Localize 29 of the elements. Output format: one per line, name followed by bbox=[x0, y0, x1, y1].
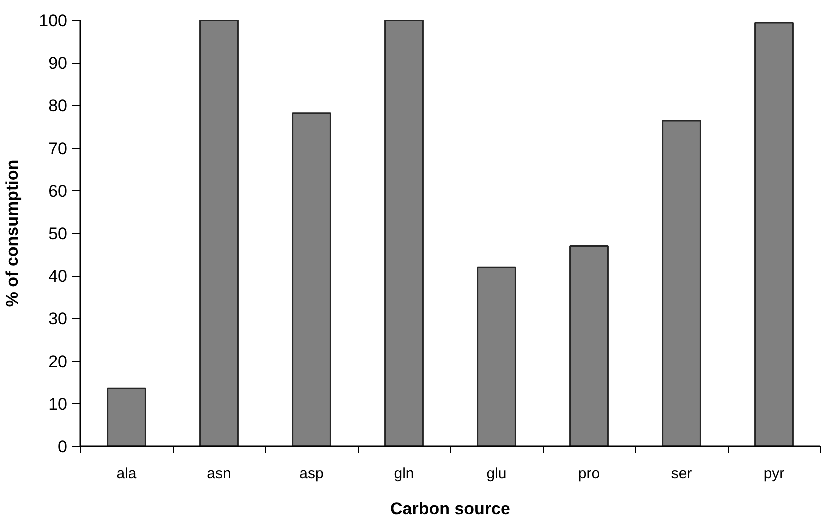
bar bbox=[477, 266, 516, 446]
y-tick-label: 30 bbox=[48, 310, 68, 329]
x-tick-label: pyr bbox=[764, 466, 785, 482]
y-tick-label: 0 bbox=[58, 438, 68, 456]
x-tick-label: pro bbox=[578, 466, 600, 482]
bar bbox=[200, 20, 239, 446]
bar bbox=[662, 120, 702, 446]
y-tick-label: 20 bbox=[48, 352, 68, 372]
y-axis-title: % of consumption bbox=[3, 160, 22, 308]
x-tick-label: asn bbox=[207, 466, 232, 482]
y-tick-label: 40 bbox=[48, 267, 68, 286]
y-tick-label: 10 bbox=[48, 394, 68, 414]
y-tick-label: 50 bbox=[48, 224, 68, 244]
bar bbox=[754, 22, 794, 446]
x-axis-title: Carbon source bbox=[390, 500, 510, 518]
y-tick-label: 90 bbox=[48, 54, 68, 74]
x-tick-label: glu bbox=[486, 466, 507, 482]
bar bbox=[107, 388, 146, 446]
bar bbox=[292, 112, 332, 446]
x-tick-label: ala bbox=[116, 466, 138, 482]
bar bbox=[570, 246, 609, 446]
y-tick-label: 70 bbox=[48, 139, 68, 158]
y-tick-label: 100 bbox=[39, 12, 68, 30]
x-tick-label: gln bbox=[394, 466, 414, 482]
x-tick-label: ser bbox=[671, 466, 692, 482]
bar bbox=[384, 20, 424, 446]
x-tick-label: asp bbox=[300, 466, 324, 482]
y-tick-label: 60 bbox=[48, 182, 68, 201]
y-tick-label: 80 bbox=[48, 96, 68, 116]
